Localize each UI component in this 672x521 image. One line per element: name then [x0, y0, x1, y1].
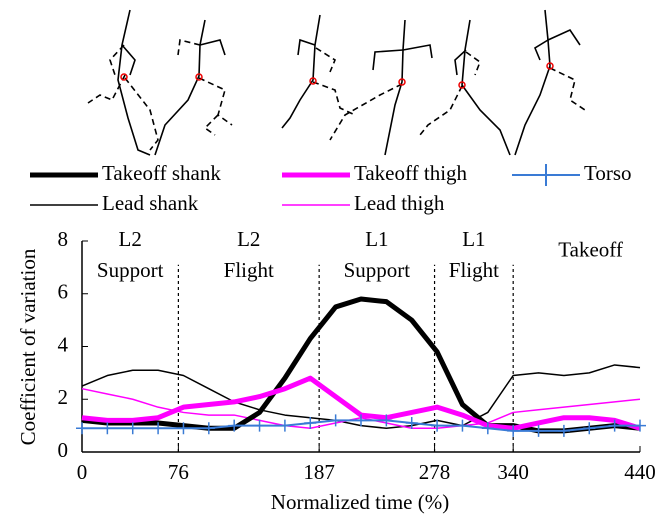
- x-tick-label: 0: [77, 460, 88, 484]
- y-tick-label: 0: [58, 438, 69, 462]
- y-tick-label: 2: [58, 385, 69, 409]
- x-tick-label: 340: [497, 460, 529, 484]
- legend-label: Lead thigh: [354, 191, 445, 215]
- phase-label: L1: [462, 227, 485, 251]
- legend-label: Takeoff thigh: [354, 161, 468, 185]
- y-tick-label: 6: [58, 280, 69, 304]
- phase-label: Flight: [449, 258, 499, 282]
- x-tick-label: 187: [303, 460, 335, 484]
- marker: [253, 419, 266, 432]
- marker: [329, 414, 342, 427]
- y-tick-label: 4: [58, 332, 69, 356]
- phase-label: L2: [119, 227, 142, 251]
- marker: [76, 422, 88, 435]
- x-tick-label: 76: [168, 460, 189, 484]
- marker: [634, 419, 646, 432]
- marker: [177, 422, 190, 435]
- y-tick-label: 8: [58, 227, 69, 251]
- marker: [583, 422, 596, 435]
- marker: [481, 422, 494, 435]
- phase-label: Takeoff: [558, 237, 623, 261]
- legend-label: Torso: [584, 161, 632, 185]
- x-tick-label: 440: [624, 460, 656, 484]
- marker: [126, 422, 139, 435]
- marker: [431, 419, 444, 432]
- phase-label: L2: [237, 227, 260, 251]
- phase-label: Support: [344, 258, 411, 282]
- phase-label: L1: [365, 227, 388, 251]
- marker: [608, 419, 621, 432]
- marker: [405, 416, 418, 429]
- marker: [557, 424, 570, 437]
- marker: [355, 414, 367, 427]
- marker: [228, 419, 241, 432]
- legend-label: Takeoff shank: [102, 161, 221, 185]
- marker: [304, 416, 317, 429]
- marker: [101, 422, 114, 435]
- phase-label: Support: [97, 258, 164, 282]
- x-axis-label: Normalized time (%): [271, 490, 449, 514]
- y-axis-label: Coefficient of variation: [16, 248, 40, 445]
- phase-label: Flight: [224, 258, 274, 282]
- marker: [507, 424, 520, 437]
- marker: [202, 422, 215, 435]
- x-tick-label: 278: [419, 460, 451, 484]
- marker: [152, 422, 165, 435]
- series-line: [81, 296, 641, 434]
- legend-label: Lead shank: [102, 191, 199, 215]
- marker: [380, 414, 393, 427]
- stick-figures: [87, 9, 586, 156]
- marker: [278, 419, 291, 432]
- marker: [532, 424, 545, 437]
- marker: [456, 419, 469, 432]
